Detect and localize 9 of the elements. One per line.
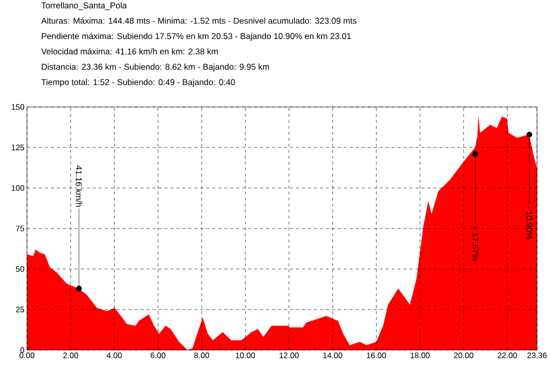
annotation: - 10.90% [526, 206, 532, 240]
text: Distancia: 23.36 km - Subiendo: 8.62 km - Bajando: 9.95 km [42, 64, 269, 72]
annotation: + 17.57% [472, 226, 478, 261]
text: Tiempo total: 1:52 - Subiendo: 0:49 - Bajando: 0:40 [41, 78, 235, 87]
text: Pendiente máxima: Subiendo 17.57% en km 20.53 - Bajando 10.90% en km 23.01 [42, 32, 351, 41]
chart-title: Torrellano_Santa_Pola [41, 2, 127, 10]
text: Velocidad máxima: 41.16 km/h en km: 2.38 km [41, 48, 218, 54]
annotation: 41.16 km/h [76, 166, 82, 207]
text: Alturas: Máxima: 144.48 mts - Minima: -1.52 mts - Desnivel acumulado: 323.09 mts [41, 17, 356, 24]
